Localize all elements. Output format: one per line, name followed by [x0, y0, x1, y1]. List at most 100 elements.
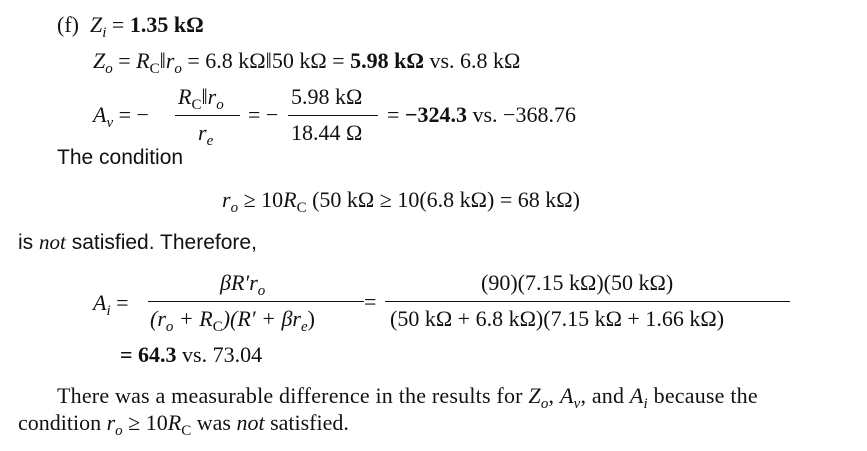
text-run: A [93, 290, 107, 315]
text-run: Z [528, 383, 541, 408]
text-run: 18.44 Ω [291, 120, 363, 145]
text-run: A [93, 102, 107, 127]
text-run: condition [18, 410, 102, 435]
text-run: R [167, 410, 182, 435]
text-run: 1.35 kΩ [129, 12, 204, 37]
text-run: Z [89, 12, 103, 37]
text-run: vs. 73.04 [182, 342, 263, 367]
av-result: = −324.3 vs. −368.76 [387, 102, 576, 128]
text-run: = 6.8 kΩ‖50 kΩ = [187, 48, 345, 73]
text-run: , and [580, 383, 625, 408]
text-run: R [283, 187, 297, 212]
text-run: o [174, 61, 182, 77]
text-run: = [118, 48, 131, 73]
text-run: because the [653, 383, 758, 408]
conclusion-line1: There was a measurable difference in the… [57, 383, 758, 412]
text-run: C [212, 319, 223, 335]
text-run: The condition [57, 146, 184, 169]
text-run: r [198, 120, 207, 145]
ai-lhs: Ai = [93, 290, 129, 319]
text-run: = [120, 342, 133, 367]
text-run: (50 kΩ ≥ 10(6.8 kΩ) = 68 kΩ) [312, 187, 580, 212]
av-den: re [198, 120, 214, 149]
av-num: RC‖ro [178, 84, 224, 113]
text-run: r [222, 187, 231, 212]
av-num-value: 5.98 kΩ [291, 84, 362, 110]
text-run: C [181, 423, 192, 439]
text-run: R [136, 48, 150, 73]
text-run: 5.98 kΩ [350, 48, 424, 73]
text-run: C [149, 61, 160, 77]
text-run: i [102, 25, 107, 41]
text-run: o [105, 61, 113, 77]
text-run: o [115, 423, 123, 439]
text-run: o [230, 200, 239, 216]
text-run: r [165, 48, 175, 73]
text-run: r [207, 84, 217, 109]
text-run: i [106, 303, 111, 319]
fraction-bar [385, 301, 790, 303]
text-run: e [206, 133, 214, 149]
text-run: −324.3 [404, 102, 467, 127]
text-run: v [106, 115, 114, 131]
ai-result: = 64.3 vs. 73.04 [120, 342, 262, 368]
text-run: C [191, 97, 202, 113]
ai-eq2: = [364, 289, 376, 315]
text-run: ‖ [201, 84, 208, 109]
av-den-value: 18.44 Ω [291, 120, 362, 146]
text-run: (f) [57, 12, 79, 37]
text-run: o [165, 319, 174, 335]
text-run: 5.98 kΩ [291, 84, 363, 109]
text-run: βR′r [220, 270, 258, 295]
text-run: (50 kΩ + 6.8 kΩ)(7.15 kΩ + 1.66 kΩ) [390, 306, 725, 331]
text-run: satisfied. [270, 410, 349, 435]
text-run: vs. −368.76 [472, 102, 576, 127]
text-run: = − [118, 102, 149, 127]
text-run: R [178, 84, 192, 109]
therefore: is not satisfied. Therefore, [18, 229, 257, 256]
text-run: A [559, 383, 574, 408]
ai-den-value: (50 kΩ + 6.8 kΩ)(7.15 kΩ + 1.66 kΩ) [390, 306, 724, 332]
text-run: not [39, 230, 66, 254]
zi-line: (f) Zi = 1.35 kΩ [57, 12, 204, 41]
text-run: e [300, 319, 308, 335]
conclusion-line2: condition ro ≥ 10RC was not satisfied. [18, 410, 349, 439]
av-lhs: Av = − [93, 102, 149, 131]
text-run: ‖ [159, 48, 166, 73]
av-eq2: = − [248, 102, 278, 128]
ai-num-value: (90)(7.15 kΩ)(50 kΩ) [481, 270, 673, 296]
text-run: )(R′ + βr [222, 306, 301, 331]
text-run: vs. 6.8 kΩ [429, 48, 521, 73]
fraction-bar [148, 301, 364, 303]
text-run: r [106, 410, 116, 435]
ai-den: (ro + RC)(R′ + βre) [150, 306, 315, 335]
text-run: satisfied. Therefore, [71, 231, 257, 254]
text-run: Z [93, 48, 106, 73]
text-run: A [629, 383, 644, 408]
text-run: o [216, 97, 224, 113]
text-run: , [548, 383, 555, 408]
text-run: = − [248, 102, 279, 127]
text-run: is [18, 231, 34, 254]
text-run: was [196, 410, 231, 435]
text-run: v [573, 396, 581, 412]
text-run: o [257, 283, 266, 299]
text-run: (r [150, 306, 166, 331]
fraction-bar [288, 115, 378, 117]
text-run: C [296, 200, 307, 216]
text-run: not [236, 410, 265, 435]
text-run: i [643, 396, 648, 412]
condition-intro: The condition [57, 145, 183, 171]
text-run: (90)(7.15 kΩ)(50 kΩ) [481, 270, 674, 295]
text-run: 64.3 [138, 342, 177, 367]
text-run: = [387, 102, 400, 127]
text-run: ) [307, 306, 315, 331]
zo-line: Zo = RC‖ro = 6.8 kΩ‖50 kΩ = 5.98 kΩ vs. … [93, 48, 521, 77]
ai-num: βR′ro [220, 270, 266, 299]
text-run: There was a measurable difference in the… [57, 383, 523, 408]
text-run: = [364, 289, 377, 314]
condition: ro ≥ 10RC (50 kΩ ≥ 10(6.8 kΩ) = 68 kΩ) [222, 187, 580, 216]
text-run: ≥ 10 [243, 187, 284, 212]
text-run: = [111, 12, 125, 37]
